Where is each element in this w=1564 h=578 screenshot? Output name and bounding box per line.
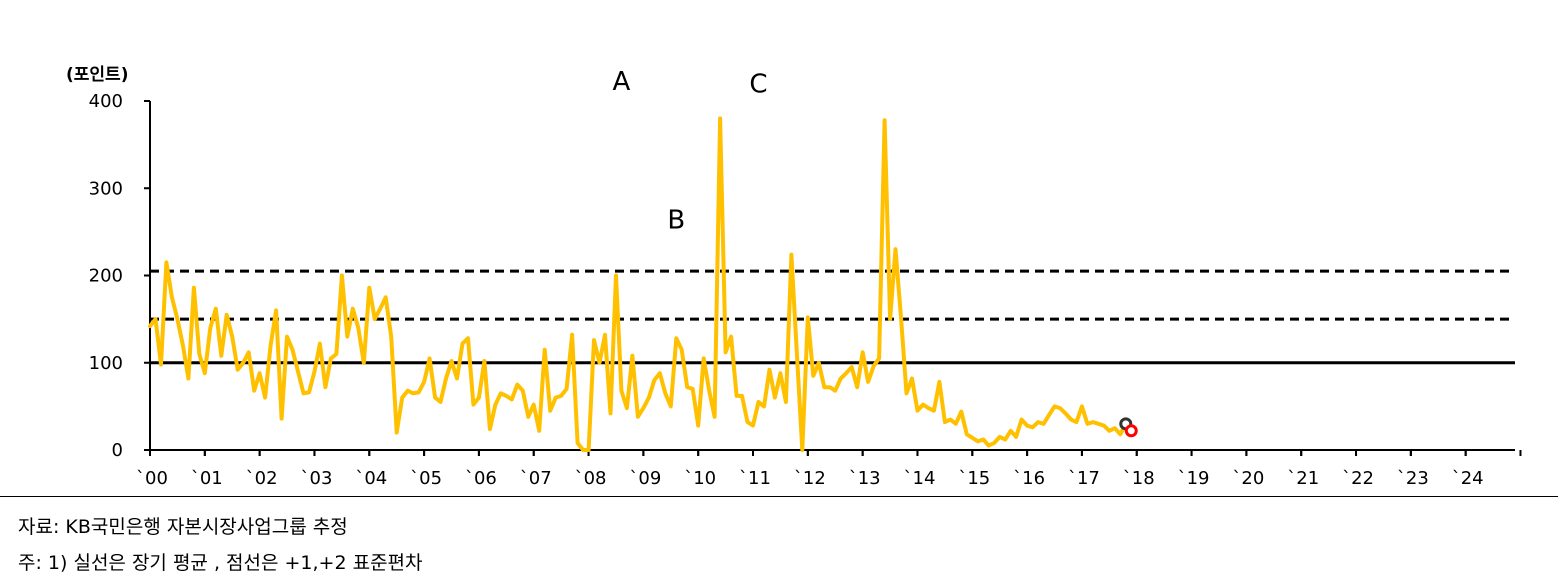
x-tick-label: `08 xyxy=(575,468,607,489)
x-tick-label: `15 xyxy=(958,468,990,489)
x-tick-label: `09 xyxy=(629,468,661,489)
x-axis: `00 `01 `02 `03 `04 `05 `06 `07 `08 `09 `10 `11 `12 `… xyxy=(136,449,1522,489)
x-tick-label: `14 xyxy=(904,468,936,489)
y-tick-label: 400 xyxy=(89,91,123,112)
x-tick-label: `22 xyxy=(1342,468,1374,489)
latest-point-marker xyxy=(1124,424,1138,438)
reference-lines xyxy=(150,269,1515,365)
y-tick-label: 0 xyxy=(112,440,123,461)
y-tick-label: 200 xyxy=(89,266,123,287)
x-tick-label: `03 xyxy=(301,468,333,489)
annotations: A B C xyxy=(613,67,768,236)
unit-label: (포인트) xyxy=(66,65,128,85)
y-axis: 0 100 200 300 400 xyxy=(89,91,151,461)
annotation-A: A xyxy=(613,67,631,97)
x-tick-label: `10 xyxy=(684,468,716,489)
x-tick-label: `19 xyxy=(1178,468,1210,489)
source-note: 자료: KB국민은행 자본시장사업그룹 추정 xyxy=(18,516,348,538)
footnote: 주: 1) 실선은 장기 평균 , 점선은 +1,+2 표준편차 xyxy=(18,552,423,574)
x-tick-label: `13 xyxy=(849,468,881,489)
x-tick-label: `04 xyxy=(355,468,387,489)
x-tick-label: `07 xyxy=(520,468,552,489)
x-tick-label: `23 xyxy=(1397,468,1429,489)
x-tick-label: `02 xyxy=(246,468,278,489)
x-tick-label: `21 xyxy=(1287,468,1319,489)
x-tick-label: `12 xyxy=(794,468,826,489)
y-tick-label: 100 xyxy=(89,353,123,374)
x-tick-label: `18 xyxy=(1123,468,1155,489)
x-tick-label: `00 xyxy=(136,468,168,489)
series-group xyxy=(148,116,1138,452)
x-tick-label: `05 xyxy=(410,468,442,489)
annotation-B: B xyxy=(667,206,685,236)
y-tick-label: 300 xyxy=(89,178,123,199)
x-tick-label: `01 xyxy=(191,468,223,489)
series-line-0 xyxy=(148,116,1134,452)
x-tick-label: `06 xyxy=(465,468,497,489)
x-tick-label: `11 xyxy=(739,468,771,489)
x-tick-label: `16 xyxy=(1013,468,1045,489)
x-tick-label: `17 xyxy=(1068,468,1100,489)
divider xyxy=(0,496,1558,497)
x-tick-label: `24 xyxy=(1452,468,1484,489)
x-tick-label: `20 xyxy=(1232,468,1264,489)
annotation-C: C xyxy=(749,69,767,99)
